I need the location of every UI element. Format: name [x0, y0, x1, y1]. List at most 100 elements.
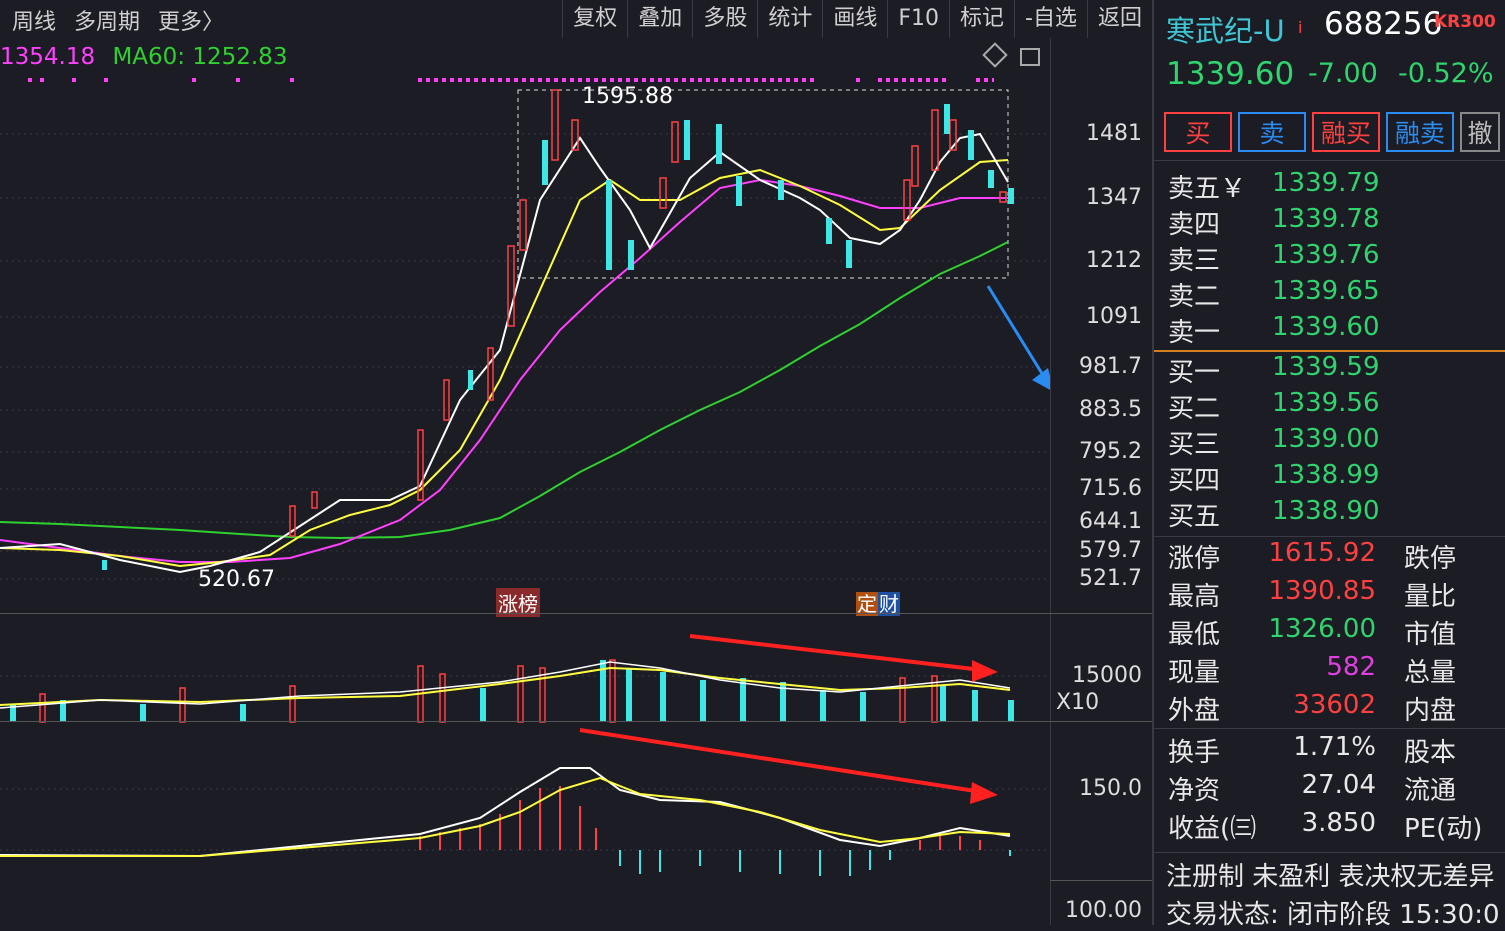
- price-tick: 521.7: [1079, 566, 1142, 591]
- order-label: 买三: [1168, 430, 1221, 460]
- price-tick: 795.2: [1079, 439, 1142, 464]
- chart-area[interactable]: 周线 多周期 更多〉 复权 叠加 多股 统计 画线 F10 标记 -自选 返回 …: [0, 0, 1152, 925]
- sell-order-row[interactable]: 卖二 1339.65: [1168, 276, 1498, 312]
- sell-order-row[interactable]: 卖一 1339.60: [1168, 312, 1498, 348]
- restore-rights-button[interactable]: 复权: [562, 0, 627, 38]
- multi-period-tab[interactable]: 多周期: [74, 10, 141, 35]
- cancel-order-button[interactable]: 撤: [1460, 112, 1500, 152]
- ma-header: 1354.18 MA60: 1252.83: [0, 44, 287, 70]
- order-price: 1339.56: [1272, 388, 1380, 418]
- order-price: 1338.99: [1272, 460, 1380, 490]
- margin-buy-button[interactable]: 融买: [1312, 112, 1380, 152]
- order-price: 1339.60: [1272, 312, 1380, 342]
- axis-divider: [1050, 38, 1051, 925]
- stat-label-right: 内盘: [1404, 696, 1457, 726]
- price-tick: 1091: [1086, 304, 1142, 329]
- buy-order-row[interactable]: 买四 1338.99: [1168, 460, 1498, 496]
- stock-tags: 注册制 未盈利 表决权无差异: [1166, 862, 1495, 892]
- weekly-tab[interactable]: 周线: [12, 10, 57, 35]
- stats-mid-line: [1154, 728, 1505, 729]
- event-tag-limit-up[interactable]: 涨榜: [496, 588, 540, 617]
- more-menu[interactable]: 更多〉: [158, 10, 225, 35]
- sell-order-row[interactable]: 卖三 1339.76: [1168, 240, 1498, 276]
- statistics-button[interactable]: 统计: [757, 0, 822, 38]
- stat-label: 现量: [1168, 658, 1221, 688]
- price-tick: 981.7: [1079, 354, 1142, 379]
- order-label: 卖三: [1168, 246, 1221, 276]
- price-change-pct: -0.52%: [1398, 58, 1494, 89]
- price-tick: 1481: [1086, 121, 1142, 146]
- ma60-value: MA60: 1252.83: [112, 44, 288, 70]
- buy-order-row[interactable]: 买二 1339.56: [1168, 388, 1498, 424]
- multi-stock-button[interactable]: 多股: [692, 0, 757, 38]
- high-price-label: 1595.88: [582, 84, 673, 109]
- volume-unit: X10: [1056, 690, 1100, 715]
- stat-row: 净资 27.04 流通: [1168, 770, 1505, 808]
- panel-toggle-icon[interactable]: [1020, 48, 1040, 66]
- order-label: 买二: [1168, 394, 1221, 424]
- stat-row: 涨停 1615.92 跌停: [1168, 538, 1505, 576]
- stat-row: 换手 1.71% 股本: [1168, 732, 1505, 770]
- volume-separator: [0, 613, 1152, 614]
- order-label: 买四: [1168, 466, 1221, 496]
- draw-line-button[interactable]: 画线: [822, 0, 887, 38]
- order-price: 1338.90: [1272, 496, 1380, 526]
- stat-label-right: 量比: [1404, 582, 1457, 612]
- stat-label: 最高: [1168, 582, 1221, 612]
- stat-label: 涨停: [1168, 544, 1221, 574]
- ma30-value: 1354.18: [0, 44, 96, 70]
- footer-line: [1154, 852, 1505, 853]
- stat-row: 最高 1390.85 量比: [1168, 576, 1505, 614]
- stat-label: 换手: [1168, 738, 1221, 768]
- stat-value: 33602: [1293, 690, 1376, 720]
- stat-label-right: 总量: [1404, 658, 1457, 688]
- stat-label-right: 跌停: [1404, 544, 1457, 574]
- stat-value: 1390.85: [1268, 576, 1376, 606]
- event-tag-finance-a: 定: [856, 592, 878, 616]
- stat-label: 净资: [1168, 776, 1221, 806]
- macd-bottom-tick: 100.00: [1065, 898, 1142, 923]
- order-price: 1339.59: [1272, 352, 1380, 382]
- consolidation-box: [517, 89, 1009, 279]
- order-label: 买五: [1168, 502, 1221, 532]
- stat-row: 最低 1326.00 市值: [1168, 614, 1505, 652]
- margin-sell-button[interactable]: 融卖: [1386, 112, 1454, 152]
- trade-buttons: 买 卖 融买 融卖 撤: [1164, 112, 1500, 152]
- period-menu: 周线 多周期 更多〉: [12, 4, 224, 36]
- red-arrow-macd: [579, 728, 983, 794]
- blue-arrow: [986, 285, 1048, 381]
- red-arrow-volume: [689, 634, 983, 672]
- ma60-line: [0, 241, 1009, 540]
- last-price: 1339.60: [1166, 56, 1295, 92]
- volume-bars: [0, 659, 1014, 723]
- event-tag-finance[interactable]: 定财: [856, 588, 900, 617]
- price-tick: 644.1: [1079, 509, 1142, 534]
- sell-button[interactable]: 卖: [1238, 112, 1306, 152]
- stat-label-right: 股本: [1404, 738, 1457, 768]
- order-label: 卖五￥: [1168, 174, 1247, 204]
- info-flag[interactable]: i: [1298, 18, 1303, 37]
- sell-order-row[interactable]: 卖五￥ 1339.79: [1168, 168, 1498, 204]
- remove-watchlist-button[interactable]: -自选: [1014, 0, 1087, 38]
- order-label: 卖四: [1168, 210, 1221, 240]
- price-tick: 1347: [1086, 185, 1142, 210]
- signal-dots: [28, 78, 294, 82]
- overlay-button[interactable]: 叠加: [627, 0, 692, 38]
- buy-order-row[interactable]: 买五 1338.90: [1168, 496, 1498, 532]
- order-price: 1339.00: [1272, 424, 1380, 454]
- price-tick: 1212: [1086, 248, 1142, 273]
- ma10-line: [0, 159, 1009, 568]
- price-tick: 883.5: [1079, 397, 1142, 422]
- macd-histogram: [0, 767, 1011, 876]
- orderbook-top-line: [1154, 160, 1505, 161]
- mark-button[interactable]: 标记: [949, 0, 1014, 38]
- chart-toolbar: 周线 多周期 更多〉 复权 叠加 多股 统计 画线 F10 标记 -自选 返回: [0, 0, 1152, 38]
- buy-button[interactable]: 买: [1164, 112, 1232, 152]
- sell-order-row[interactable]: 卖四 1339.78: [1168, 204, 1498, 240]
- price-change: -7.00: [1308, 58, 1378, 89]
- stat-label: 收益(㈢: [1168, 814, 1257, 844]
- buy-order-row[interactable]: 买三 1339.00: [1168, 424, 1498, 460]
- buy-order-row[interactable]: 买一 1339.59: [1168, 352, 1498, 388]
- f10-button[interactable]: F10: [887, 0, 949, 38]
- back-button[interactable]: 返回: [1086, 0, 1152, 38]
